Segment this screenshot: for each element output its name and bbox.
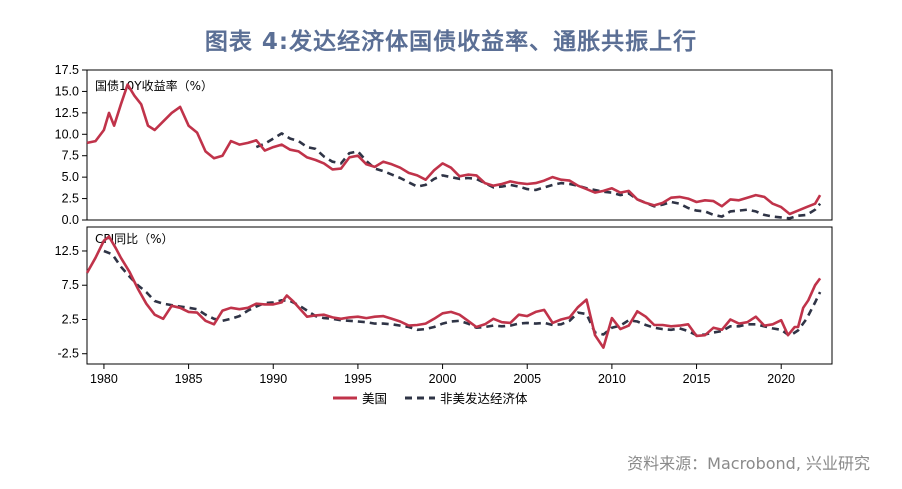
yield-panel-frame: [86, 69, 833, 221]
x-tick-label: 1985: [175, 372, 203, 386]
x-axis: 1980 1985 1990 1995 2000 2005 2010 2015 2020: [90, 364, 795, 386]
yield-y-tick-label: 7.5: [62, 149, 79, 163]
x-tick-label: 1995: [344, 372, 372, 386]
cpi-panel: CPI同比（%） 12.5 7.5 2.5 -2.5 1980 1985 1990 1995…: [55, 226, 833, 386]
cpi-panel-title: CPI同比（%）: [95, 232, 174, 246]
chart-title: 图表 4:发达经济体国债收益率、通胀共振上行: [204, 29, 698, 55]
cpi-y-tick-label: -2.5: [57, 347, 79, 361]
cpi-y-tick-label: 7.5: [62, 278, 79, 292]
cpi-y-tick-label: 12.5: [55, 244, 79, 258]
yield-panel: 国债10Y收益率（%） 17.5 15.0 12.5 10.0 7.5 5.0 2.5 0.0: [55, 63, 833, 227]
x-tick-label: 2000: [429, 372, 457, 386]
yield-series: [86, 83, 822, 220]
yield-y-tick-label: 10.0: [55, 127, 79, 141]
x-tick-label: 2020: [767, 372, 795, 386]
legend-us-label: 美国: [362, 391, 387, 406]
yield-y-tick-label: 2.5: [62, 192, 79, 206]
x-tick-label: 2010: [598, 372, 626, 386]
cpi-y-axis: 12.5 7.5 2.5 -2.5: [55, 244, 87, 361]
cpi-series-us: [85, 235, 822, 349]
cpi-series: [85, 235, 822, 349]
x-tick-label: 1980: [90, 372, 118, 386]
source-note: 资料来源：Macrobond, 兴业研究: [627, 454, 870, 473]
legend: 美国 非美发达经济体: [333, 391, 528, 406]
x-tick-label: 1990: [259, 372, 287, 386]
yield-y-tick-label: 5.0: [62, 170, 79, 184]
yield-y-tick-label: 0.0: [62, 213, 79, 227]
yield-y-tick-label: 17.5: [55, 63, 79, 77]
cpi-panel-frame: [86, 226, 833, 365]
yield-series-us: [86, 83, 822, 216]
yield-panel-title: 国债10Y收益率（%）: [95, 78, 213, 93]
yield-series-non-us: [255, 132, 822, 220]
yield-y-tick-label: 15.0: [55, 84, 79, 98]
legend-non-us-label: 非美发达经济体: [440, 391, 528, 406]
cpi-y-tick-label: 2.5: [62, 312, 79, 326]
x-tick-label: 2015: [683, 372, 711, 386]
yield-y-axis: 17.5 15.0 12.5 10.0 7.5 5.0 2.5 0.0: [55, 63, 87, 227]
x-tick-label: 2005: [513, 372, 541, 386]
yield-y-tick-label: 12.5: [55, 106, 79, 120]
